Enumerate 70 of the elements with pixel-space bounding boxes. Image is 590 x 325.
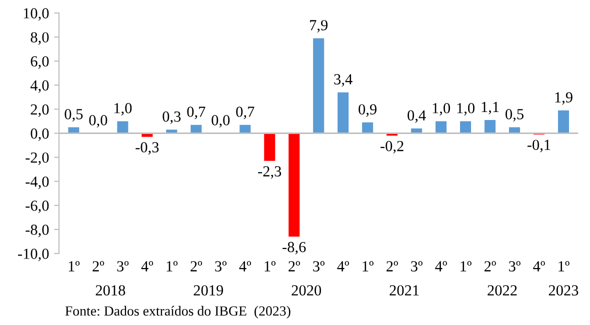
x-tick-label: 1º xyxy=(362,261,374,272)
text: 2019 xyxy=(194,285,224,296)
x-tick-label: 4º xyxy=(337,261,350,272)
text: 2021 xyxy=(390,285,419,296)
y-tick-label: -8,0 xyxy=(26,224,49,238)
x-tick-label: 1º xyxy=(166,261,178,272)
data-label: 1,0 xyxy=(432,103,450,116)
data-label: -8,6 xyxy=(282,242,306,254)
data-label: 1,0 xyxy=(114,103,132,116)
x-tick-label: 3º xyxy=(509,261,520,272)
bar xyxy=(313,38,324,134)
y-tick-label: 6,0 xyxy=(30,56,49,69)
data-label: 0,5 xyxy=(506,109,524,122)
data-label: -0,3 xyxy=(136,142,159,155)
text: 2022 xyxy=(488,285,517,296)
data-label: 1,1 xyxy=(482,102,499,114)
data-label: 0,4 xyxy=(408,110,426,123)
data-label: 0,7 xyxy=(187,106,206,120)
x-tick-label: 2º xyxy=(92,261,104,272)
data-label: 0,0 xyxy=(89,115,108,128)
data-label: 0,9 xyxy=(358,104,377,117)
data-label: -0,1 xyxy=(527,140,550,152)
y-tick-label: -4,0 xyxy=(26,176,49,189)
bar xyxy=(264,133,276,161)
bar xyxy=(484,120,496,134)
bar xyxy=(117,121,128,134)
data-label: 1,0 xyxy=(457,103,475,116)
x-tick-label: 3º xyxy=(313,261,325,272)
bar xyxy=(362,122,374,134)
bar xyxy=(558,110,570,134)
data-label: 0,3 xyxy=(162,111,181,124)
data-label: -0,2 xyxy=(380,140,404,154)
bar xyxy=(436,121,447,134)
text: 2023 xyxy=(548,285,578,296)
bar xyxy=(288,133,300,237)
x-tick-label: 1º xyxy=(460,261,472,272)
y-tick-label: -10,0 xyxy=(18,248,49,262)
data-label: 1,9 xyxy=(555,92,572,105)
data-label: 0,5 xyxy=(64,109,83,122)
x-tick-label: 4º xyxy=(533,261,545,272)
x-tick-label: 1º xyxy=(264,261,276,272)
text: 2020 xyxy=(292,285,322,296)
x-tick-label: 2º xyxy=(484,261,496,272)
bar xyxy=(338,92,349,134)
bar xyxy=(460,121,472,134)
y-tick-label: 0,0 xyxy=(30,128,49,141)
x-tick-label: 3º xyxy=(411,261,422,272)
data-label: 0,7 xyxy=(236,106,254,120)
y-tick-label: -6,0 xyxy=(26,200,49,214)
x-tick-label: 3º xyxy=(215,261,227,272)
x-tick-label: 1º xyxy=(558,261,570,272)
x-tick-label: 2º xyxy=(190,261,202,272)
y-tick-label: 4,0 xyxy=(30,80,49,93)
data-label: 7,9 xyxy=(310,20,328,33)
y-tick-label: 10,0 xyxy=(24,8,49,21)
y-tick-label: 2,0 xyxy=(30,104,49,117)
x-tick-label: 4º xyxy=(435,261,447,272)
data-label: 3,4 xyxy=(334,74,352,87)
source-note: Fonte: Dados extraídos do IBGE (2023) xyxy=(65,306,290,318)
x-tick-label: 2º xyxy=(386,261,398,272)
x-tick-label: 2º xyxy=(288,261,300,272)
y-tick-label: -2,0 xyxy=(26,152,49,165)
text: 2018 xyxy=(96,285,126,296)
data-label: 0,0 xyxy=(212,115,230,128)
x-tick-label: 4º xyxy=(141,261,154,272)
y-tick-label: 8,0 xyxy=(30,32,49,45)
x-tick-label: 1º xyxy=(68,261,80,272)
data-label: -2,3 xyxy=(258,166,282,179)
x-tick-label: 3º xyxy=(117,261,129,272)
x-tick-label: 4º xyxy=(239,261,252,272)
